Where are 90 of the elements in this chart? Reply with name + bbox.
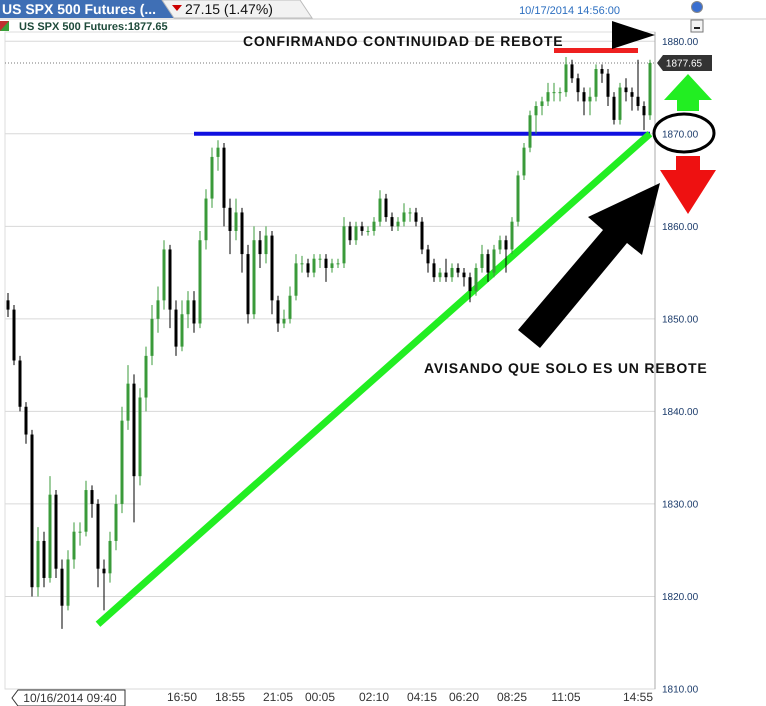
candlestick: [186, 290, 190, 329]
candlestick: [486, 248, 490, 282]
candlestick: [6, 292, 10, 318]
candlestick: [600, 64, 604, 84]
x-tick-label: 14:55: [622, 690, 654, 704]
candlestick: [504, 235, 508, 274]
candlestick: [612, 92, 616, 126]
candlestick: [354, 221, 358, 246]
candlestick: [474, 262, 478, 296]
annotation: US SPX 500 Futures:1877.65: [19, 21, 168, 33]
x-tick-label: 06:20: [448, 690, 480, 704]
candlestick: [480, 244, 484, 274]
y-tick-label: 1850.00: [662, 314, 699, 326]
candlestick: [576, 73, 580, 102]
candlestick: [378, 190, 382, 227]
candlestick: [636, 59, 640, 112]
candlestick: [456, 262, 460, 278]
x-tick-label: 02:10: [358, 690, 390, 704]
candlestick: [336, 258, 340, 268]
candlestick: [402, 202, 406, 227]
candlestick: [156, 286, 160, 334]
x-tick-label: 00:05: [304, 690, 336, 704]
candlestick: [234, 198, 238, 241]
annotation: CONFIRMANDO CONTINUIDAD DE REBOTE: [243, 33, 564, 49]
candlestick: [624, 78, 628, 102]
candlestick: [570, 59, 574, 84]
candlestick: [318, 254, 322, 268]
x-tick-label: 16:50: [166, 690, 198, 704]
candlestick: [552, 82, 556, 102]
text: 10/17/2014 14:56:00: [519, 5, 620, 17]
y-tick-label: 1880.00: [662, 36, 699, 48]
candlestick: [258, 230, 262, 268]
candlestick: [276, 295, 280, 332]
y-tick-label: 1860.00: [662, 222, 699, 233]
candlestick: [408, 207, 412, 222]
candlestick: [282, 309, 286, 329]
annotation: AVISANDO QUE SOLO ES UN REBOTE: [424, 360, 708, 376]
y-tick-label: 1820.00: [662, 592, 699, 603]
y-tick-label: 1840.00: [662, 406, 699, 418]
ref-line-label: 1877.65: [666, 58, 703, 70]
candlestick: [300, 255, 304, 274]
candlestick: [330, 258, 334, 274]
candlestick: [558, 87, 562, 102]
chart-title: US SPX 500 Futures (...: [2, 1, 156, 17]
candlestick: [426, 244, 430, 274]
candlestick: [432, 258, 436, 282]
candlestick: [372, 216, 376, 236]
candlestick: [468, 272, 472, 303]
candlestick: [606, 68, 610, 107]
candlestick: [90, 484, 94, 518]
candlestick: [390, 212, 394, 232]
x-tick-label: 18:55: [214, 690, 246, 704]
candlestick: [78, 522, 82, 546]
x-tick-label: 08:25: [496, 690, 528, 704]
text: 27.15 (1.47%): [185, 1, 273, 17]
candlestick: [642, 100, 646, 131]
candlestick: [324, 254, 328, 282]
candlestick: [498, 235, 502, 255]
candlestick: [288, 286, 292, 324]
candlestick: [438, 267, 442, 282]
candlestick: [588, 87, 592, 116]
candlestick: [582, 87, 586, 116]
candlestick: [192, 290, 196, 334]
candlestick: [546, 82, 550, 107]
candlestick: [366, 226, 370, 236]
x-tick-label: 21:05: [262, 690, 294, 704]
candlestick: [630, 87, 634, 112]
candlestick: [462, 267, 466, 287]
text: 10/16/2014 09:40: [23, 691, 118, 705]
candlestick: [384, 193, 388, 222]
candlestick: [102, 558, 106, 611]
candlestick: [540, 96, 544, 116]
candlestick: [396, 216, 400, 232]
y-tick-label: 1810.00: [662, 684, 699, 696]
candlestick: [306, 258, 310, 278]
y-tick-label: 1830.00: [662, 499, 699, 510]
candlestick: [360, 221, 364, 236]
candlestick: [348, 221, 352, 246]
candlestick: [312, 254, 316, 278]
y-tick-label: 1870.00: [662, 129, 699, 140]
candlestick: [414, 207, 418, 227]
candlestick: [228, 198, 232, 255]
candlestick: [534, 100, 538, 134]
candlestick: [444, 258, 448, 282]
candlestick: [216, 140, 220, 172]
x-tick-label: 11:05: [551, 690, 581, 704]
candlestick: [264, 226, 268, 264]
candlestick: [492, 244, 496, 278]
candlestick: [450, 262, 454, 282]
x-tick-label: 04:15: [406, 690, 438, 704]
